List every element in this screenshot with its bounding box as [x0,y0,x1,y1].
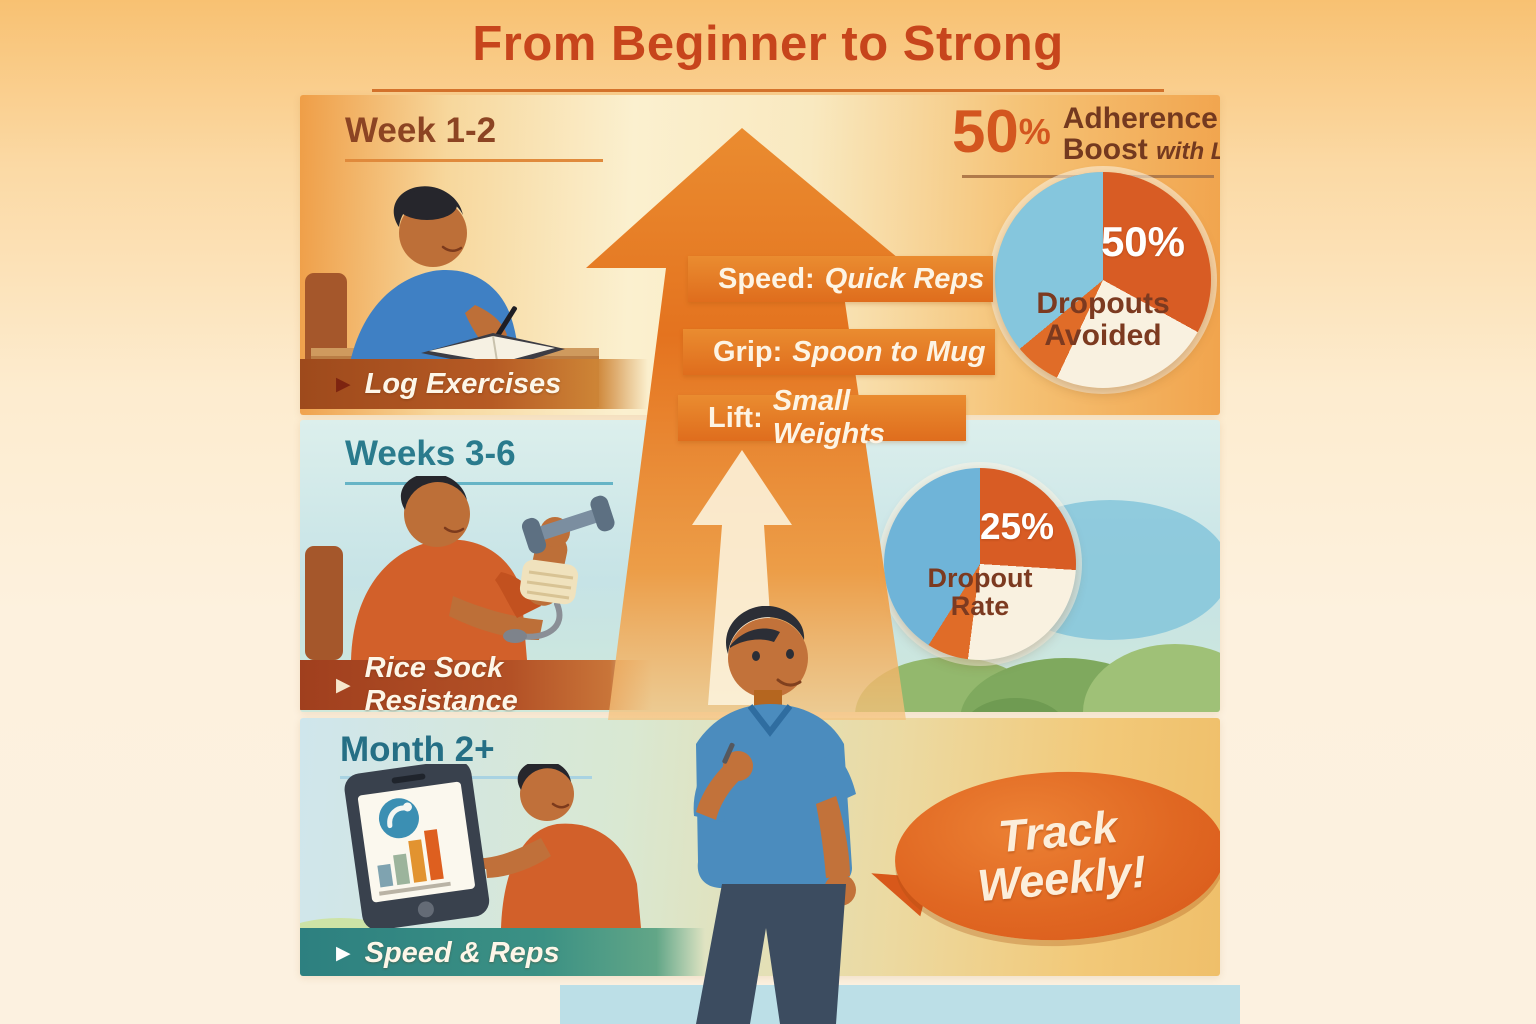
page-title: From Beginner to Strong [472,17,1064,71]
walking-man-illustration [693,606,856,1024]
home-button-icon [417,901,434,918]
bar-chart-icon [377,829,451,896]
stage-1-underline [345,159,603,162]
triangle-bullet-icon: ▶ [336,373,351,395]
tablet-chart-illustration [344,764,641,928]
notebook-icon [429,336,555,363]
stage-1-caption-band: ▶ Log Exercises [300,359,648,409]
pie-dropout-rate: 25% Dropout Rate [884,468,1076,660]
ground-strip [560,985,1240,1024]
triangle-bullet-icon: ▶ [336,942,351,964]
arrow-step-speed: Speed: Quick Reps [688,256,993,302]
tablet-device-icon [344,764,490,928]
arrow-step-grip: Grip: Spoon to Mug [683,329,995,375]
pie-caption: Dropout Rate [927,563,1033,622]
callout-text: Track Weekly! [975,801,1149,912]
stage-2-underline [345,482,613,485]
stage-2-caption: Rice Sock Resistance [364,652,518,712]
stage-3-caption-band: ▶ Speed & Reps [300,928,705,976]
rice-sock-illustration [305,476,615,660]
adherence-percent: 50% [952,98,1051,165]
arrow-step-lift: Lift: Small Weights [678,385,966,450]
title-underline [372,89,1164,92]
pie-caption: Dropouts Avoided [1036,287,1170,352]
stage-1-header: Week 1-2 [345,111,497,150]
pie-value-label: 50% [1100,218,1185,265]
pie-value-label: 25% [979,506,1054,547]
stage-3-caption: Speed & Reps [364,936,560,969]
adherence-label: Adherence Boost with Logs [1062,102,1220,167]
adherence-stat: 50% Adherence Boost with Logs [952,98,1220,167]
stage-1-caption: Log Exercises [364,367,562,400]
track-weekly-callout: Track Weekly! [892,766,1220,946]
stage-2-caption-band: ▶ Rice Sock Resistance [300,652,652,712]
pie-dropouts-avoided: 50% Dropouts Avoided [995,172,1211,388]
stage-3-header: Month 2+ [340,730,495,769]
stage-2-header: Weeks 3-6 [345,434,516,473]
dumbbell-icon [521,495,615,554]
triangle-bullet-icon: ▶ [336,674,351,696]
